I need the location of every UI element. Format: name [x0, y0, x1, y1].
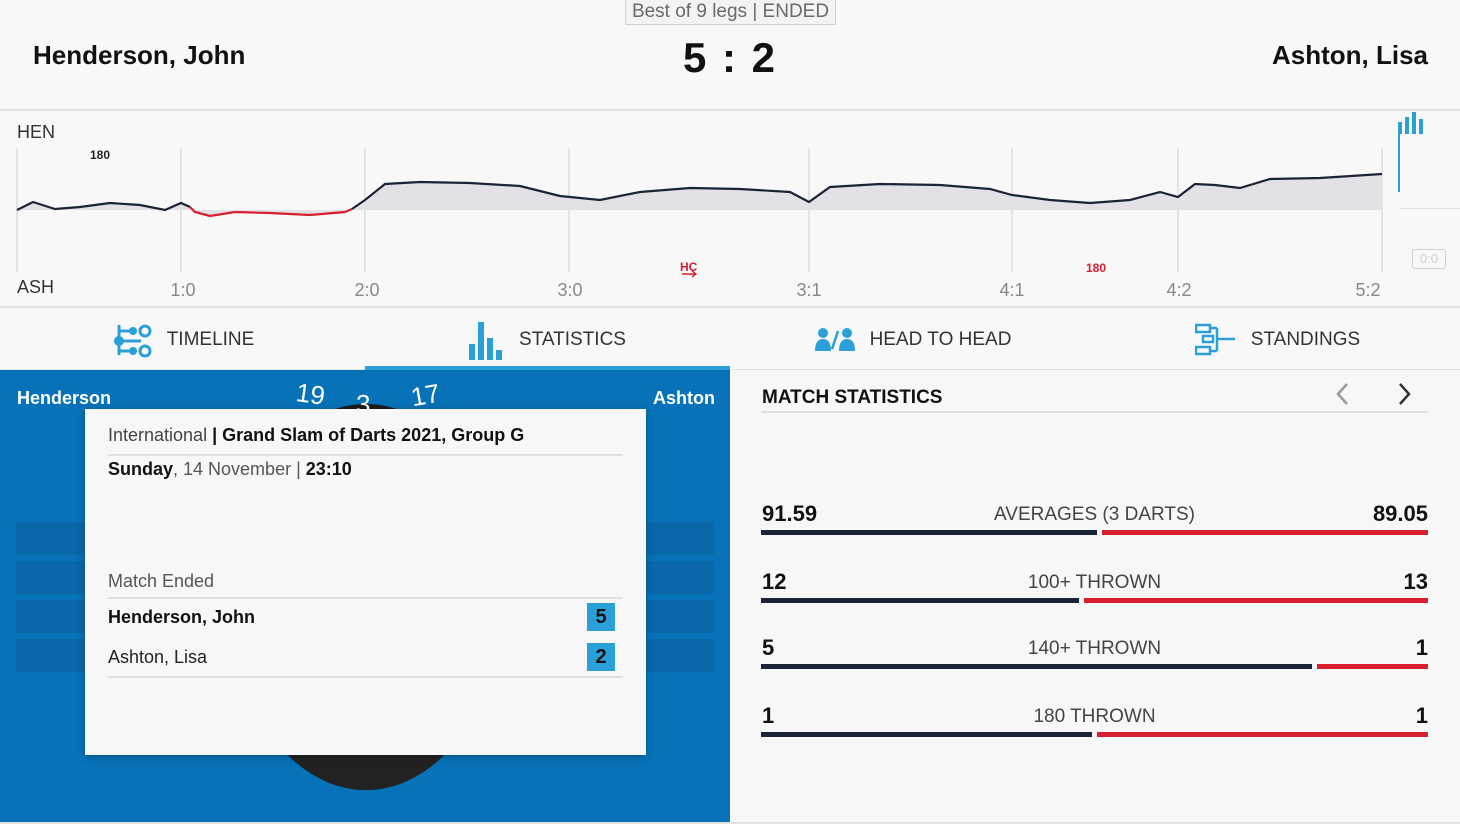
tab-label: STANDINGS [1250, 328, 1361, 350]
controls-divider [1400, 208, 1460, 209]
chevron-right-icon[interactable] [1392, 380, 1416, 408]
tournament-name: Grand Slam of Darts 2021, Group G [222, 425, 525, 445]
category-label: International [108, 425, 208, 445]
footer-divider [0, 822, 1460, 824]
head-to-head-icon [814, 327, 855, 351]
momentum-chart: 1:0 2:0 3:0 3:1 4:1 4:2 5:2 180 HC 180 H… [0, 112, 1460, 308]
chart-toggle-indicator [1398, 126, 1400, 192]
stat-home-value: 91.59 [762, 501, 818, 526]
stat-row-averages: 91.59 AVERAGES (3 DARTS) 89.05 [761, 501, 1428, 541]
momentum-graph: 1:0 2:0 3:0 3:1 4:1 4:2 5:2 180 HC 180 [16, 148, 1383, 300]
separator: | [207, 425, 223, 445]
away-player-name: Ashton, Lisa [1271, 40, 1428, 70]
timeline-icon [113, 324, 152, 357]
away-short-name: Ashton [653, 388, 715, 408]
leg-label: 4:2 [1166, 280, 1191, 300]
leg-label: 2:0 [354, 280, 379, 300]
stat-home-value: 1 [762, 703, 775, 728]
stat-away-value: 1 [1415, 635, 1428, 660]
leg-axis-labels: 1:0 2:0 3:0 3:1 4:1 4:2 5:2 [170, 280, 1380, 300]
stat-away-bar [1097, 732, 1428, 737]
stat-label: AVERAGES (3 DARTS) [994, 504, 1195, 525]
marker-180-home: 180 [90, 148, 110, 162]
result-player-name: Henderson, John [108, 606, 256, 627]
board-number: 19 [294, 377, 327, 411]
away-momentum-line [189, 206, 353, 218]
stat-away-value: 89.05 [1372, 501, 1428, 526]
stat-home-value: 12 [762, 569, 787, 594]
result-player-name: Ashton, Lisa [108, 646, 208, 667]
home-abbr-label: HEN [17, 122, 56, 142]
standings-icon [1194, 323, 1235, 355]
leg-label: 3:1 [796, 280, 821, 300]
stat-home-bar [761, 664, 1312, 669]
leg-label: 5:2 [1355, 280, 1380, 300]
home-momentum-line-2 [351, 172, 1383, 210]
stat-row-180: 1 180 THROWN 1 [761, 703, 1428, 743]
stat-row-140-plus: 5 140+ THROWN 1 [761, 635, 1428, 675]
tab-statistics[interactable]: STATISTICS [365, 309, 730, 371]
tournament-line: International | Grand Slam of Darts 2021… [108, 425, 623, 456]
stat-home-bar [761, 530, 1097, 535]
tab-bar: TIMELINE STATISTICS HEAD TO HEAD [0, 309, 1460, 371]
match-datetime: Sunday, 14 November | 23:10 [108, 459, 352, 480]
marker-hc: HC [680, 260, 698, 278]
svg-text:HC: HC [680, 260, 698, 274]
match-info-card: International | Grand Slam of Darts 2021… [85, 409, 646, 755]
result-score-badge: 5 [587, 603, 615, 631]
chart-controls: 0:0 [1398, 112, 1460, 308]
leg-label: 4:1 [999, 280, 1024, 300]
title-divider [761, 411, 1428, 413]
leg-label: 1:0 [170, 280, 195, 300]
stat-home-value: 5 [762, 635, 775, 660]
reset-score-button[interactable]: 0:0 [1412, 249, 1446, 269]
match-statistics-title: MATCH STATISTICS [762, 387, 943, 408]
bar-chart-icon[interactable] [1398, 112, 1424, 134]
statistics-icon [469, 321, 503, 360]
tab-timeline[interactable]: TIMELINE [0, 309, 365, 370]
home-player-name: Henderson, John [33, 40, 246, 70]
match-time: 23:10 [305, 459, 352, 479]
stat-label: 180 THROWN [1033, 706, 1156, 727]
home-short-name: Henderson [17, 388, 112, 408]
tab-label: TIMELINE [166, 328, 255, 350]
result-row: Ashton, Lisa 2 [108, 638, 623, 678]
tab-head-to-head[interactable]: HEAD TO HEAD [730, 309, 1095, 370]
match-header: Best of 9 legs | ENDED Henderson, John 5… [0, 0, 1460, 111]
home-momentum-line [16, 200, 191, 212]
stat-home-bar [761, 732, 1092, 737]
match-format-badge: Best of 9 legs | ENDED [625, 0, 836, 25]
stat-row-100-plus: 12 100+ THROWN 13 [761, 569, 1428, 609]
chevron-left-icon[interactable] [1331, 380, 1355, 408]
board-number: 17 [408, 377, 443, 413]
away-abbr-label: ASH [17, 277, 55, 297]
stat-home-bar [761, 598, 1079, 603]
match-date: , 14 November | [173, 459, 306, 479]
tab-standings[interactable]: STANDINGS [1095, 309, 1460, 370]
leg-label: 3:0 [557, 280, 582, 300]
tab-label: STATISTICS [519, 328, 626, 350]
stat-away-bar [1317, 664, 1428, 669]
stat-label: 140+ THROWN [1027, 638, 1162, 659]
match-day: Sunday [108, 459, 174, 479]
result-row: Henderson, John 5 [108, 597, 623, 637]
stat-away-bar [1084, 598, 1428, 603]
match-statistics-panel: MATCH STATISTICS 91.59 AVERAGES (3 DARTS… [730, 370, 1460, 824]
stat-label: 100+ THROWN [1027, 572, 1162, 593]
result-score-badge: 2 [587, 643, 615, 671]
match-status: Match Ended [108, 571, 623, 599]
stat-away-bar [1102, 530, 1428, 535]
match-score: 5 : 2 [682, 34, 778, 81]
stat-away-value: 13 [1403, 569, 1428, 594]
marker-180-away: 180 [1086, 261, 1106, 275]
stat-away-value: 1 [1415, 703, 1428, 728]
tab-label: HEAD TO HEAD [869, 328, 1012, 350]
